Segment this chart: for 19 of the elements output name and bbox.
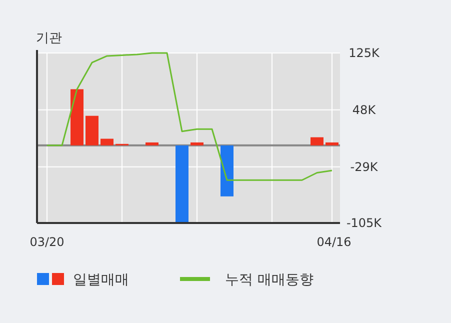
bar bbox=[220, 145, 234, 196]
bar bbox=[326, 142, 338, 146]
bar bbox=[310, 137, 324, 146]
bar bbox=[70, 89, 84, 146]
legend-label: 누적 매매동향 bbox=[225, 272, 314, 288]
y-tick-label: -29K bbox=[350, 160, 379, 174]
y-tick-label: -105K bbox=[346, 216, 383, 230]
legend-label: 일별매매 bbox=[73, 272, 129, 288]
chart-title: 기관 bbox=[36, 31, 62, 46]
x-tick-label: 04/16 bbox=[316, 235, 352, 249]
bar bbox=[190, 142, 204, 146]
bar bbox=[100, 138, 114, 146]
bar bbox=[86, 116, 98, 146]
x-tick-label: 03/20 bbox=[30, 235, 64, 249]
y-tick-label: 48K bbox=[352, 102, 377, 117]
line-series bbox=[46, 52, 333, 181]
bar bbox=[146, 142, 158, 146]
bar bbox=[176, 145, 188, 222]
y-tick-label: 125K bbox=[348, 46, 381, 60]
